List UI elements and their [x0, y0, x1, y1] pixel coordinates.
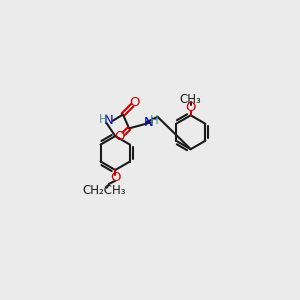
Text: N: N	[143, 116, 153, 129]
Text: H: H	[150, 114, 159, 127]
Text: H: H	[99, 113, 107, 126]
Text: CH₂CH₃: CH₂CH₃	[83, 184, 126, 196]
Text: N: N	[104, 114, 114, 127]
Text: O: O	[129, 96, 140, 109]
Text: O: O	[185, 101, 196, 114]
Text: O: O	[110, 171, 121, 184]
Text: CH₃: CH₃	[180, 93, 202, 106]
Text: O: O	[115, 130, 125, 143]
